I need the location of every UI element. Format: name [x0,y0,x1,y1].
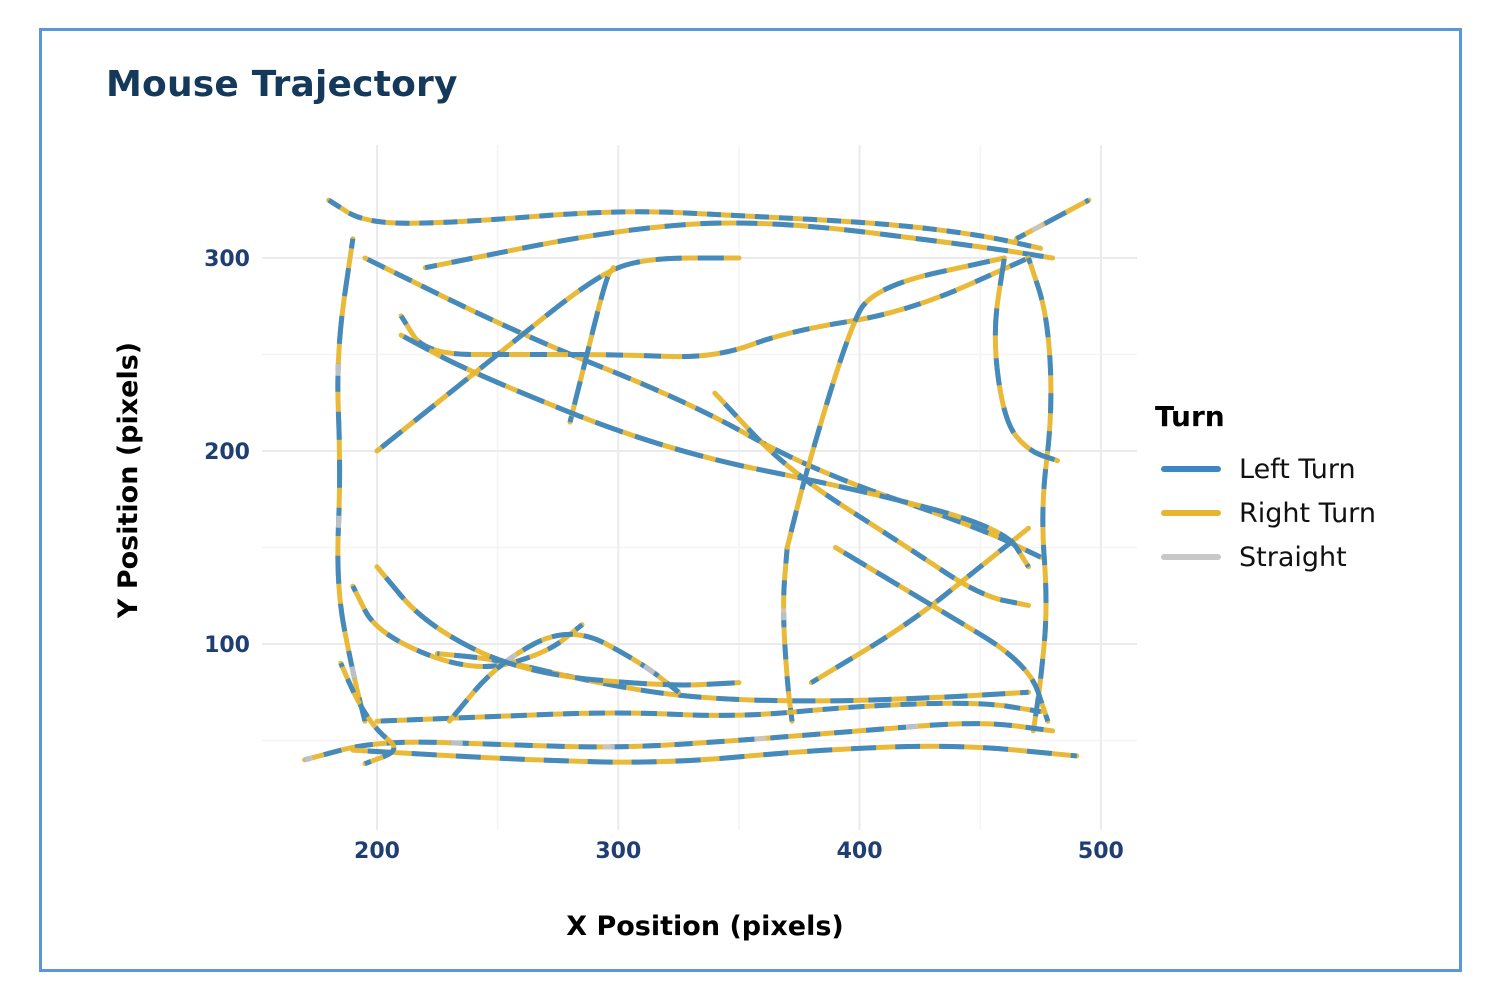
chart-title: Mouse Trajectory [106,64,458,105]
y-tick-label: 300 [204,247,250,272]
trajectory-segment [1015,197,1091,241]
legend: Turn Left Turn Right Turn Straight [1155,400,1376,579]
legend-swatch-right-turn [1161,510,1221,516]
trajectory-segment [992,257,1059,464]
legend-swatch-straight [1161,554,1221,560]
trajectory-segment [350,584,584,669]
trajectory-segment [1015,197,1091,241]
trajectory-segment [335,238,368,722]
legend-title: Turn [1155,400,1225,433]
legend-item-left-turn: Left Turn [1155,447,1376,491]
trajectory-segment [781,547,795,722]
trajectory-segment [712,390,1032,608]
trajectory-segment [352,743,1078,765]
trajectory-segment [567,266,616,423]
x-tick-label: 300 [595,839,641,864]
y-tick-label: 200 [204,440,250,465]
trajectory-segment [375,255,739,453]
trajectory-segment [834,545,1051,722]
trajectory-segment [1026,257,1054,732]
trajectory-segment [303,721,1053,763]
trajectory-segment [437,651,1029,704]
trajectory-lines [302,197,1092,767]
legend-item-straight: Straight [1155,535,1376,579]
trajectory-segment [399,332,1031,569]
trajectory-segment [376,700,1041,724]
trajectory-segment [810,526,1031,685]
x-tick-label: 200 [354,839,400,864]
trajectory-segment [375,565,740,688]
trajectory-segment [781,545,795,724]
x-axis-title: X Position (pixels) [566,911,844,942]
axis-ticks: 200 300 400 500 100 200 300 [204,247,1124,864]
trajectory-segment [712,391,1030,608]
y-axis-title: Y Position (pixels) [113,342,144,619]
legend-label: Left Turn [1239,453,1356,485]
x-tick-label: 500 [1078,839,1124,864]
x-tick-label: 400 [837,839,883,864]
trajectory-segment [338,662,397,767]
trajectory-segment [374,700,1044,724]
chart-frame [39,28,1462,972]
trajectory-segment [784,255,1005,549]
y-tick-label: 100 [204,633,250,658]
trajectory-segment [784,255,1007,550]
trajectory-segment [424,220,1054,271]
legend-item-right-turn: Right Turn [1155,491,1376,535]
trajectory-segment [781,547,795,722]
legend-label: Straight [1239,541,1347,573]
trajectory-segment [447,631,681,723]
legend-label: Right Turn [1239,497,1376,529]
legend-swatch-left-turn [1161,466,1221,472]
trajectory-segment [327,197,1042,251]
